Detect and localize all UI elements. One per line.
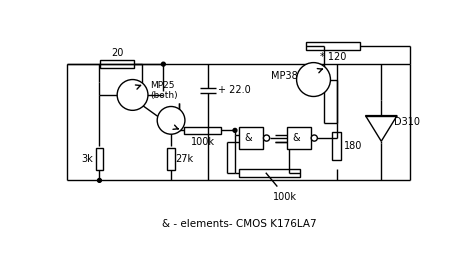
Text: 100k: 100k (273, 192, 297, 202)
Text: 20: 20 (111, 48, 123, 58)
Text: & - elements- CMOS K176LA7: & - elements- CMOS K176LA7 (162, 219, 316, 229)
Text: &: & (244, 133, 252, 143)
Text: * 120: * 120 (320, 52, 346, 62)
Bar (239, 169, 301, 176)
Circle shape (97, 179, 102, 182)
Circle shape (311, 135, 317, 141)
Bar (306, 42, 360, 50)
Circle shape (296, 63, 330, 96)
Circle shape (263, 135, 270, 141)
Circle shape (117, 80, 148, 110)
Circle shape (157, 107, 185, 134)
Text: + 22.0: + 22.0 (218, 85, 251, 95)
Bar (167, 148, 175, 170)
Circle shape (161, 62, 165, 66)
Text: 100k: 100k (191, 136, 215, 147)
Text: MP38: MP38 (271, 71, 298, 81)
Bar (332, 132, 341, 160)
Text: MP25
(both): MP25 (both) (150, 81, 178, 100)
Bar (96, 148, 103, 170)
Bar (100, 60, 134, 68)
Text: &: & (292, 133, 300, 143)
Bar (239, 127, 263, 149)
Text: D310: D310 (394, 117, 419, 126)
Text: 3k: 3k (82, 154, 93, 164)
Bar (287, 127, 311, 149)
Bar (184, 126, 221, 134)
Text: 27k: 27k (176, 154, 194, 164)
Circle shape (233, 129, 237, 132)
Text: 180: 180 (343, 141, 362, 151)
